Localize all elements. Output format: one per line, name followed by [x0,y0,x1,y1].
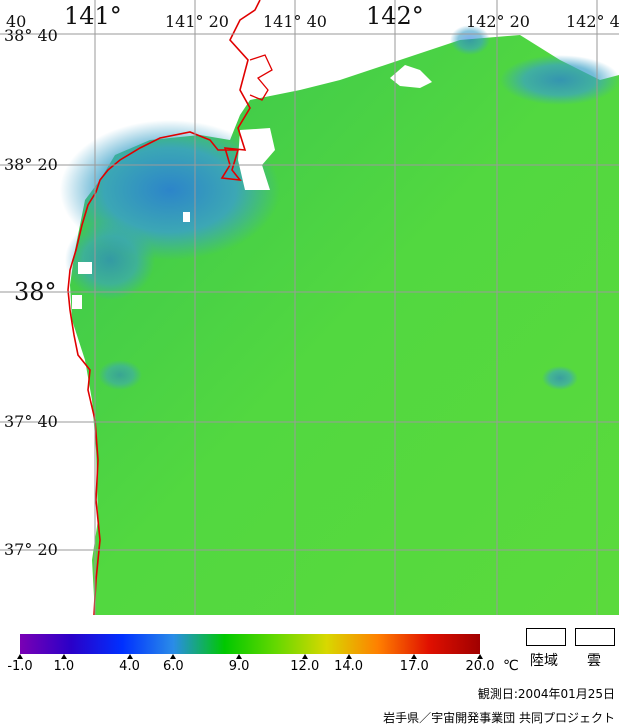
colorbar-tick-label: 4.0 [119,659,140,674]
cloud-patch [600,0,619,20]
colorbar-tick-label: 12.0 [290,659,320,674]
lon-label: 142° 20 [466,12,530,31]
coastline [249,54,273,101]
land-legend-swatch [526,628,566,646]
coastline [67,0,261,615]
corner-label: 40 [6,12,27,31]
cloud-legend-label: 雲 [587,653,601,669]
colorbar-tick-label: 1.0 [53,659,75,674]
colorbar-tick-label: 9.0 [228,659,250,674]
lon-label: 141° [64,2,122,30]
cloud-patch [238,128,275,190]
temperature-colorbar [20,634,480,654]
lat-label: 37° 40 [4,412,58,431]
colorbar-tick-label: 14.0 [334,659,364,674]
lat-label: 38° 20 [4,155,58,174]
cloud-patch [78,262,92,274]
colorbar-tick-label: 17.0 [399,659,429,674]
colorbar-tick-label: 20.0 [465,659,495,674]
colorbar-tick-mark [345,654,352,659]
lon-label: 141° 20 [165,12,229,31]
colorbar-tick-mark [17,654,23,659]
colorbar-tick-mark [60,654,67,659]
colorbar-tick-mark [170,654,177,659]
cold-water-region [500,55,619,105]
observation-date: 観測日:2004年01月25日 [477,687,615,701]
cold-water-region [450,25,490,55]
unit-label: ℃ [503,658,519,674]
colorbar-tick-mark [477,654,483,659]
graticule [0,0,619,615]
cloud-patch [183,212,190,222]
land-legend-label: 陸域 [530,653,558,669]
cold-water-region [542,366,578,390]
colorbar-tick-label: 6.0 [162,659,184,674]
cold-water-region [98,360,142,390]
lat-label: 38° 40 [4,26,58,45]
cloud-patch [390,65,432,88]
colorbar-tick-mark [301,654,308,659]
credit-text: 岩手県／宇宙開発事業団 共同プロジェクト [383,711,615,725]
cloud-patch [72,295,82,309]
lat-label: 38° [14,278,57,306]
cloud-legend-swatch [575,628,615,646]
lon-label: 142° 4 [566,12,619,31]
lon-label: 141° 40 [263,12,327,31]
sea-temperature-map [0,0,619,615]
colorbar-tick-mark [236,654,243,659]
lon-label: 142° [366,2,424,30]
lat-label: 37° 20 [4,540,58,559]
cold-water-region [65,220,155,300]
colorbar-tick-mark [126,654,133,659]
colorbar-tick-mark [411,654,418,659]
colorbar-tick-label: -1.0 [7,659,33,674]
